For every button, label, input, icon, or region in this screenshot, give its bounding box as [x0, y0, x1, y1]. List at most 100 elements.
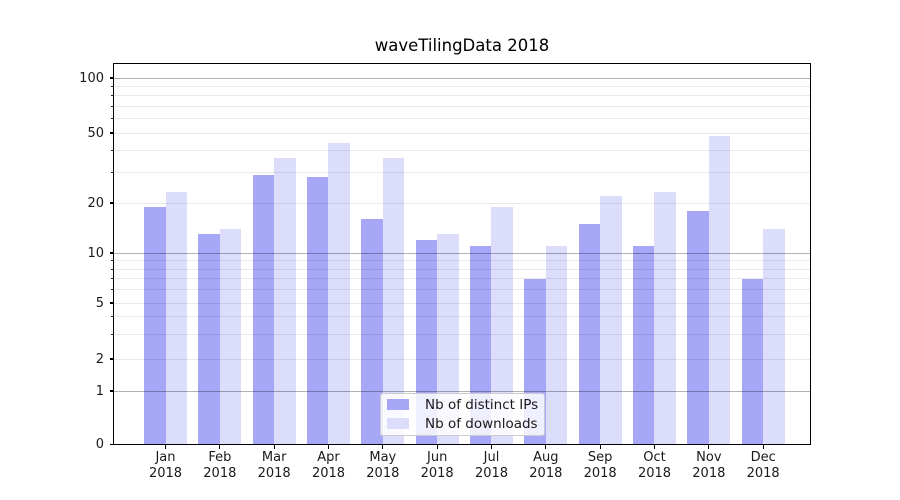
- xtick-label-dec: Dec 2018: [736, 450, 790, 481]
- xtick-mark-may: [382, 444, 384, 449]
- minor-gridline-6: [113, 289, 811, 291]
- xtick-mark-nov: [708, 444, 710, 449]
- xtick-month: Sep: [587, 450, 613, 465]
- xtick-year: 2018: [692, 465, 726, 481]
- xtick-mark-oct: [653, 444, 656, 449]
- legend-swatch-downloads: [387, 418, 409, 430]
- xtick-mark-jul: [490, 444, 493, 449]
- minor-gridline-90: [113, 85, 811, 87]
- minor-gridline-80: [113, 95, 811, 97]
- bar-nb-of-distinct-ips-mar: [252, 174, 275, 445]
- ytick-minor-mark-7: [111, 278, 113, 280]
- xtick-month: Feb: [208, 450, 232, 465]
- bar-nb-of-downloads-apr: [328, 142, 350, 445]
- bar-nb-of-distinct-ips-nov: [687, 210, 709, 445]
- plot-area: [113, 62, 811, 445]
- minor-gridline-40: [113, 149, 811, 151]
- xtick-month: Nov: [696, 450, 722, 465]
- xtick-year: 2018: [366, 465, 400, 481]
- xtick-year: 2018: [474, 465, 509, 481]
- bar-nb-of-downloads-jul: [491, 206, 513, 445]
- xtick-mark-mar: [273, 444, 275, 449]
- bar-nb-of-distinct-ips-apr: [306, 177, 329, 445]
- xtick-mark-dec: [762, 444, 764, 449]
- xtick-label-sep: Sep 2018: [573, 450, 627, 481]
- ytick-mark-1: [109, 390, 113, 392]
- xtick-mark-aug: [545, 444, 547, 449]
- bar-nb-of-downloads-jun: [437, 234, 459, 445]
- xtick-year: 2018: [203, 465, 237, 481]
- ytick-mark-10: [109, 252, 113, 254]
- xtick-month: Apr: [317, 450, 340, 465]
- xtick-month: Mar: [261, 450, 287, 465]
- ytick-mark-50: [109, 132, 113, 134]
- xtick-year: 2018: [746, 465, 780, 481]
- minor-gridline-2: [113, 358, 811, 360]
- bar-nb-of-distinct-ips-may: [361, 219, 383, 445]
- minor-gridline-8: [113, 268, 811, 270]
- minor-gridline-50: [113, 132, 811, 134]
- ytick-minor-mark-80: [111, 95, 113, 97]
- xtick-year: 2018: [148, 465, 183, 481]
- xtick-year: 2018: [529, 465, 563, 481]
- ytick-mark-5: [109, 302, 113, 304]
- minor-gridline-7: [113, 278, 811, 280]
- legend-label-distinct-ips: Nb of distinct IPs: [425, 396, 539, 413]
- bar-nb-of-downloads-may: [382, 158, 405, 445]
- xtick-year: 2018: [420, 465, 454, 481]
- xtick-month: Dec: [750, 450, 776, 465]
- legend-label-downloads: Nb of downloads: [425, 415, 538, 432]
- ytick-mark-100: [109, 77, 113, 79]
- minor-gridline-30: [113, 171, 811, 173]
- y-axis: 0 1 2 5 10 20 50 100: [0, 63, 104, 453]
- x-axis: Jan 2018 Feb 2018 Mar 2018 Apr 2018 May 2018 Jun 20…: [0, 444, 900, 500]
- bar-nb-of-distinct-ips-dec: [741, 278, 764, 445]
- minor-gridline-9: [113, 260, 811, 262]
- minor-gridline-4: [113, 316, 811, 318]
- xtick-label-jun: Jun 2018: [410, 450, 464, 481]
- ytick-label-10: 10: [87, 245, 104, 261]
- bar-nb-of-downloads-dec: [763, 228, 785, 445]
- ytick-label-1: 1: [95, 383, 104, 399]
- ytick-minor-mark-70: [111, 105, 113, 107]
- xtick-label-aug: Aug 2018: [519, 450, 573, 481]
- bar-nb-of-downloads-jan: [165, 192, 187, 445]
- ytick-minor-mark-3: [111, 333, 113, 335]
- minor-gridline-5: [113, 302, 811, 304]
- ytick-mark-2: [109, 358, 113, 360]
- ytick-minor-mark-90: [111, 85, 113, 87]
- legend: Nb of distinct IPs Nb of downloads: [380, 392, 545, 436]
- major-gridline-100: [113, 77, 811, 79]
- xtick-month: Jul: [483, 450, 500, 465]
- ytick-label-100: 100: [79, 70, 104, 86]
- ytick-minor-mark-4: [111, 316, 113, 318]
- ytick-label-20: 20: [87, 195, 104, 211]
- chart-title: waveTilingData 2018: [374, 36, 550, 55]
- bar-nb-of-downloads-nov: [708, 136, 731, 445]
- xtick-label-may: May 2018: [356, 450, 410, 481]
- minor-gridline-20: [113, 202, 811, 204]
- bar-nb-of-distinct-ips-feb: [198, 234, 220, 445]
- xtick-year: 2018: [311, 465, 346, 481]
- ytick-label-5: 5: [95, 295, 104, 311]
- xtick-year: 2018: [257, 465, 291, 481]
- bar-nb-of-downloads-feb: [219, 228, 242, 445]
- legend-item-distinct-ips: Nb of distinct IPs: [387, 396, 538, 415]
- xtick-mark-feb: [219, 444, 221, 449]
- xtick-month: Aug: [533, 450, 559, 465]
- minor-gridline-60: [113, 118, 811, 120]
- xtick-mark-jun: [436, 444, 438, 449]
- xtick-label-oct: Oct 2018: [627, 450, 681, 481]
- bar-nb-of-downloads-oct: [654, 192, 676, 445]
- ytick-minor-mark-9: [111, 260, 113, 262]
- ytick-minor-mark-8: [111, 268, 113, 270]
- bar-nb-of-downloads-sep: [600, 195, 622, 445]
- bar-nb-of-distinct-ips-jan: [144, 206, 166, 445]
- ytick-minor-mark-40: [111, 149, 113, 151]
- xtick-label-jan: Jan 2018: [139, 450, 193, 481]
- legend-swatch-distinct-ips: [387, 399, 409, 411]
- ytick-minor-mark-60: [111, 118, 113, 120]
- bar-nb-of-downloads-aug: [545, 246, 568, 445]
- ytick-label-0: 0: [95, 437, 104, 452]
- minor-gridline-3: [113, 333, 811, 335]
